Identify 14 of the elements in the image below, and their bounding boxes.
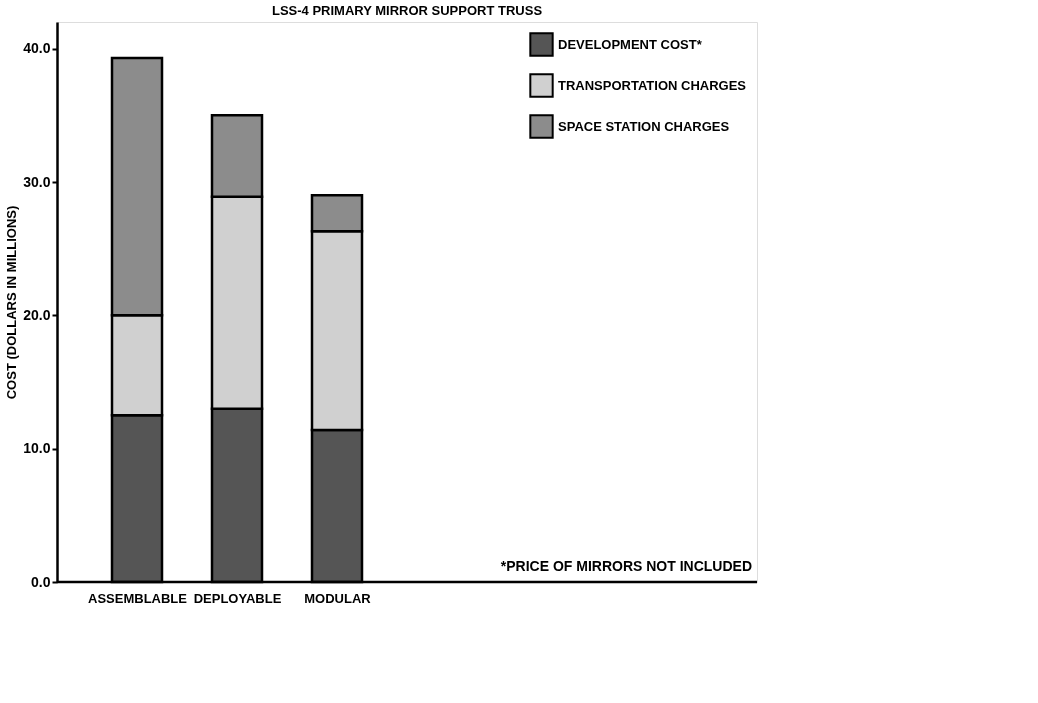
y-tick-label: 40.0	[23, 40, 51, 57]
y-axis-title: COST (DOLLARS IN MILLIONS)	[4, 205, 20, 400]
x-tick-label: MODULAR	[304, 590, 372, 606]
y-tick-label: 0.0	[31, 573, 51, 590]
chart-title: LSS-4 PRIMARY MIRROR SUPPORT TRUSS	[271, 3, 543, 18]
x-tick-label: DEPLOYABLE	[193, 590, 282, 606]
y-tick-label: 30.0	[23, 173, 51, 190]
text: *PRICE OF MIRRORS NOT INCLUDED	[500, 558, 752, 574]
x-tick-label: ASSEMBLABLE	[88, 590, 188, 606]
legend-label: DEVELOPMENT COST*	[558, 36, 703, 52]
legend-label: TRANSPORTATION CHARGES	[558, 77, 747, 93]
y-tick-label: 20.0	[23, 306, 51, 323]
legend-label: SPACE STATION CHARGES	[558, 118, 730, 134]
y-tick-label: 10.0	[23, 440, 51, 457]
